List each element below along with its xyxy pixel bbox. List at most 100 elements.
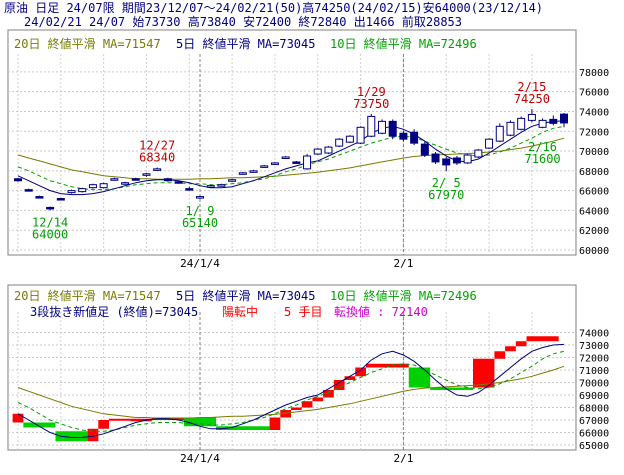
lower-y-tick-70000: 70000 [579,379,609,390]
candle-34 [378,119,386,135]
candle-body-40 [442,158,451,166]
renko-brick-25 [515,341,527,347]
upper-y-tick-64000: 64000 [579,206,609,217]
candle-body-12 [142,173,151,176]
renko-brick-20 [408,367,431,388]
candle-9 [110,177,119,181]
renko-brick-11 [280,410,291,418]
candle-body-22 [249,170,258,173]
candle-body-2 [35,196,44,199]
candle-body-49 [538,119,547,128]
renko-brick-17 [344,376,356,380]
candle-12 [142,172,151,177]
annotation-date-4: 2/ 5 [432,176,461,190]
candle-20 [228,178,237,182]
candle-body-1 [24,189,33,192]
upper-x-tick-1: 2/1 [393,257,413,270]
candle-39 [431,152,440,164]
upper-y-tick-76000: 76000 [579,88,609,99]
upper-y-tick-70000: 70000 [579,147,609,158]
candle-38 [420,141,429,157]
candle-49 [538,118,547,129]
candle-1 [24,188,33,192]
candle-body-24 [270,162,279,165]
candle-5 [67,189,76,194]
upper-x-tick-0: 24/1/4 [180,257,220,270]
candle-7 [88,183,97,189]
candle-body-25 [281,156,290,159]
candle-21 [238,171,247,175]
candle-body-17 [196,196,204,199]
candle-body-41 [452,157,461,164]
candle-30 [335,138,344,148]
lower-y-tick-67000: 67000 [579,416,609,427]
candle-body-31 [345,135,354,143]
annotation-value-1: 68340 [139,150,175,164]
renko-brick-14 [312,397,324,402]
candle-46 [506,120,515,137]
candle-body-33 [367,115,376,137]
upper-legend-ma20: 20日 終値平滑 MA=71547 [14,36,161,51]
renko-brick-16 [333,380,345,390]
annotation-date-0: 12/14 [32,215,68,229]
candle-body-37 [410,131,419,144]
renko-info-prefix: 3段抜き新値足 (終値)=73045 [30,304,198,319]
candle-body-14 [163,178,172,182]
candle-body-15 [174,181,183,184]
lower-ma20-line [17,365,565,419]
candle-body-50 [549,118,558,124]
annotation-value-4: 67970 [428,188,464,202]
upper-y-tick-62000: 62000 [579,226,609,237]
lower-legend-ma5: 5日 終値平滑 MA=73045 [176,288,315,303]
renko-brick-9 [216,426,270,430]
candle-24 [270,161,279,165]
candle-body-36 [399,132,408,140]
lower-legend-ma10: 10日 終値平滑 MA=72496 [330,288,477,303]
annotation-value-0: 64000 [32,227,68,241]
annotation-value-2: 65140 [182,216,218,230]
candle-3 [46,206,55,211]
lower-x-tick-0: 24/1/4 [180,452,220,465]
candle-23 [260,164,269,168]
candle-body-34 [378,120,386,134]
renko-brick-3 [87,428,99,442]
renko-brick-26 [526,336,559,342]
candle-15 [174,180,183,184]
candle-body-4 [56,198,65,201]
candle-11 [131,177,140,181]
candle-body-0 [14,178,22,182]
candle-body-26 [292,161,301,164]
candle-body-10 [121,182,130,185]
candle-48 [527,109,536,123]
candle-47 [517,116,526,131]
candle-body-18 [206,185,215,188]
renko-brick-4 [98,420,109,429]
candle-body-30 [335,138,344,147]
candle-body-39 [431,153,440,163]
candle-body-23 [260,165,269,168]
candle-2 [35,195,44,199]
upper-ma20-line [17,137,565,180]
candle-body-38 [420,143,429,156]
upper-y-tick-72000: 72000 [579,127,609,138]
candle-body-20 [228,179,237,182]
candle-body-11 [131,178,140,181]
candle-17 [196,195,204,200]
renko-brick-18 [355,367,366,377]
candle-body-29 [324,146,333,154]
renko-brick-22 [473,358,495,388]
upper-y-tick-66000: 66000 [579,187,609,198]
renko-brick-12 [291,407,302,410]
candle-body-44 [485,138,494,149]
candle-body-46 [506,121,515,136]
lower-y-tick-72000: 72000 [579,354,609,365]
candle-18 [206,184,215,188]
renko-brick-5 [109,418,131,421]
upper-y-tick-78000: 78000 [579,68,609,79]
renko-brick-13 [301,401,313,408]
candle-16 [185,186,194,191]
candle-body-9 [110,178,119,181]
candle-43 [474,149,483,158]
annotation-date-6: 2/16 [528,140,557,154]
